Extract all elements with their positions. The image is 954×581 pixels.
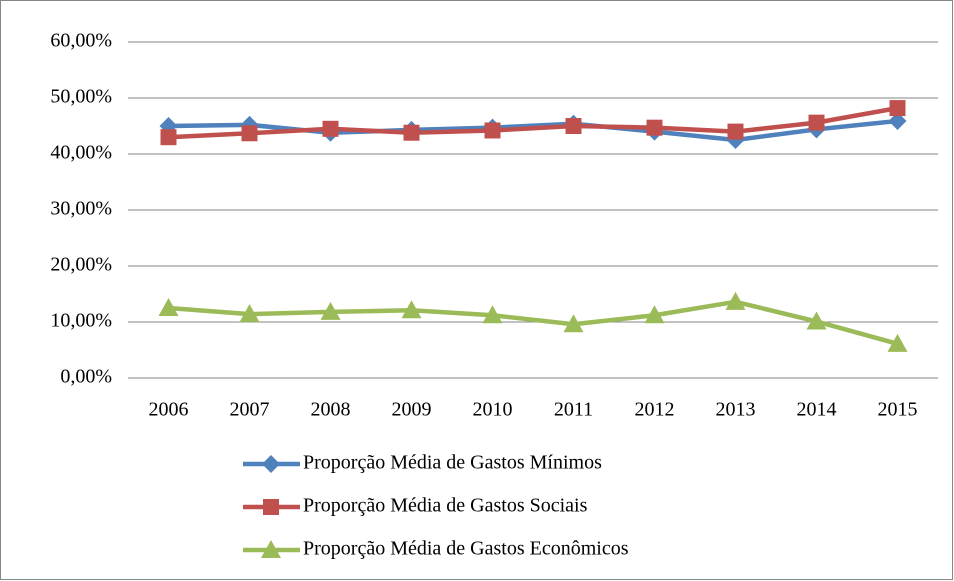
legend-marker (263, 499, 279, 515)
marker (888, 111, 907, 130)
marker (239, 304, 260, 323)
x-tick-label: 2006 (149, 399, 189, 421)
marker (808, 114, 825, 131)
marker (240, 115, 259, 134)
legend-marker (262, 455, 280, 473)
x-tick-label: 2014 (797, 399, 837, 421)
x-tick-label: 2010 (473, 399, 513, 421)
marker (565, 118, 582, 134)
y-tick-label: 10,00% (50, 310, 112, 332)
legend-label: Proporção Média de Gastos Sociais (303, 495, 588, 517)
x-tick-label: 2007 (230, 399, 270, 421)
y-tick-label: 0,00% (60, 366, 112, 388)
series-line (168, 105, 898, 140)
series-line (168, 299, 899, 347)
marker (727, 123, 744, 140)
legend-label: Proporção Média de Gastos Mínimos (303, 452, 602, 474)
marker (320, 301, 341, 320)
legend-marker (261, 540, 281, 558)
marker (806, 311, 827, 330)
marker (158, 298, 179, 316)
x-tick-label: 2013 (716, 399, 756, 421)
x-tick-label: 2015 (878, 399, 918, 421)
marker (322, 120, 339, 137)
marker (644, 305, 665, 324)
marker (889, 100, 906, 117)
x-tick-label: 2012 (635, 399, 675, 421)
marker (401, 300, 422, 319)
legend-label: Proporção Média de Gastos Econômicos (303, 538, 629, 560)
y-tick-label: 30,00% (50, 198, 112, 220)
y-tick-label: 20,00% (50, 254, 112, 276)
marker (482, 305, 503, 324)
marker (646, 119, 663, 136)
x-tick-label: 2009 (392, 399, 432, 421)
x-tick-label: 2008 (311, 399, 351, 421)
marker (484, 122, 501, 139)
y-tick-label: 50,00% (50, 86, 112, 108)
marker (403, 124, 420, 141)
y-tick-label: 60,00% (50, 30, 112, 52)
y-tick-label: 40,00% (50, 142, 112, 164)
marker (725, 291, 746, 310)
marker (563, 314, 584, 333)
marker (160, 129, 177, 146)
x-tick-label: 2011 (554, 399, 593, 421)
marker (887, 333, 908, 352)
marker (241, 125, 258, 142)
